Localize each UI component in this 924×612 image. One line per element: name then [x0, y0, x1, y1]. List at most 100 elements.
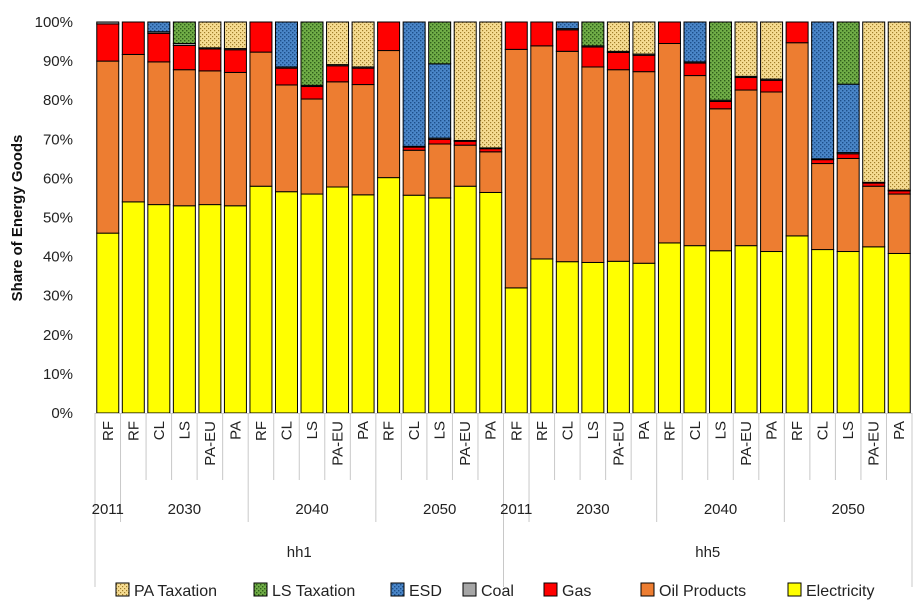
- legend-swatch: [115, 582, 130, 597]
- scenario-label: PA: [227, 421, 244, 440]
- scenario-label: CL: [559, 421, 576, 440]
- bar-segment-esd: [811, 21, 835, 160]
- bar-segment-electricity: [530, 258, 554, 414]
- bar-segment-electricity: [479, 191, 503, 414]
- y-tick-label: 80%: [43, 92, 73, 109]
- legend-swatch: [787, 582, 802, 597]
- scenario-label: LS: [840, 421, 857, 439]
- bar-segment-oil-products: [785, 42, 809, 237]
- scenario-label: RF: [508, 421, 525, 441]
- y-tick-label: 70%: [43, 131, 73, 148]
- scenario-label: LS: [304, 421, 321, 439]
- bar-segment-oil-products: [402, 149, 426, 196]
- scenario-label: PA: [636, 421, 653, 440]
- scenario-label: RF: [125, 421, 142, 441]
- year-label: 2030: [576, 501, 609, 518]
- bar-segment-oil-products: [606, 69, 630, 262]
- bar-segment-esd: [555, 21, 579, 30]
- bar-segment-esd: [836, 83, 860, 154]
- bar-segment-gas: [581, 46, 605, 68]
- scenario-label: CL: [406, 421, 423, 440]
- bar-segment-pa-taxation: [479, 21, 503, 149]
- scenario-label: RF: [534, 421, 551, 441]
- scenario-label: LS: [176, 421, 193, 439]
- bar-segment-electricity: [734, 245, 758, 414]
- bar-segment-oil-products: [530, 45, 554, 260]
- year-label: 2050: [423, 501, 456, 518]
- bar-segment-gas: [147, 32, 171, 63]
- bar-segment-gas: [121, 21, 145, 55]
- scenario-label: PA: [891, 421, 908, 440]
- bar-segment-pa-taxation: [760, 21, 784, 80]
- scenario-label: PA-EU: [457, 421, 474, 466]
- bar-segment-gas: [709, 100, 733, 110]
- bar-segment-electricity: [760, 251, 784, 414]
- year-label: 2011: [500, 501, 532, 518]
- bar-segment-oil-products: [683, 75, 707, 247]
- bar-segment-electricity: [96, 232, 120, 414]
- bar-segment-ls-taxation: [172, 21, 196, 45]
- bar-segment-gas: [249, 21, 273, 53]
- bar-segment-pa-taxation: [351, 21, 375, 68]
- scenario-label: LS: [432, 421, 449, 439]
- bar-segment-oil-products: [377, 50, 401, 179]
- bar-segment-electricity: [274, 191, 298, 414]
- bar-segment-oil-products: [632, 71, 656, 264]
- bar-segment-electricity: [657, 242, 681, 414]
- scenario-label: CL: [278, 421, 295, 440]
- scenario-label: PA-EU: [330, 421, 347, 466]
- bar-segment-coal: [96, 21, 120, 25]
- bar-segment-esd: [274, 21, 298, 68]
- y-tick-label: 50%: [43, 210, 73, 227]
- year-label: 2011: [92, 501, 124, 518]
- scenario-label: CL: [687, 421, 704, 440]
- year-label: 2030: [168, 501, 201, 518]
- bar-segment-electricity: [683, 245, 707, 414]
- bar-segment-pa-taxation: [453, 21, 477, 141]
- bar-segment-oil-products: [760, 91, 784, 253]
- bar-segment-electricity: [300, 193, 324, 414]
- legend-label: Coal: [481, 583, 514, 600]
- bar-segment-gas: [632, 54, 656, 73]
- year-label: 2040: [295, 501, 328, 518]
- bar-segment-electricity: [862, 246, 886, 414]
- bar-segment-electricity: [581, 261, 605, 414]
- bar-segment-electricity: [402, 194, 426, 414]
- bar-segment-oil-products: [581, 66, 605, 263]
- bar-segment-gas: [377, 21, 401, 52]
- bar-segment-oil-products: [836, 157, 860, 253]
- group-label: hh1: [287, 544, 312, 561]
- bar-segment-electricity: [326, 186, 350, 414]
- bar-segment-oil-products: [121, 53, 145, 203]
- scenario-label: RF: [100, 421, 117, 441]
- bar-segment-gas: [351, 67, 375, 86]
- bar-segment-electricity: [453, 185, 477, 414]
- bar-segment-gas: [453, 140, 477, 146]
- bar-segment-pa-taxation: [887, 21, 911, 191]
- year-label: 2050: [831, 501, 864, 518]
- legend-swatch: [462, 582, 477, 597]
- scenario-label: LS: [585, 421, 602, 439]
- scenario-label: PA: [355, 421, 372, 440]
- bar-segment-oil-products: [504, 48, 528, 289]
- y-tick-label: 60%: [43, 170, 73, 187]
- bar-segment-oil-products: [223, 71, 247, 207]
- bar-segment-pa-taxation: [326, 21, 350, 66]
- bar-segment-oil-products: [351, 84, 375, 196]
- bar-segment-ls-taxation: [581, 21, 605, 47]
- bar-segment-pa-taxation: [632, 21, 656, 55]
- bar-segment-gas: [326, 65, 350, 83]
- y-tick-label: 90%: [43, 53, 73, 70]
- bar-segment-oil-products: [96, 60, 120, 234]
- bar-segment-ls-taxation: [428, 21, 452, 65]
- scenario-label: RF: [661, 421, 678, 441]
- bar-segment-electricity: [811, 249, 835, 414]
- bars: [96, 21, 911, 414]
- scenario-label: RF: [253, 421, 270, 441]
- bar-segment-pa-taxation: [223, 21, 247, 50]
- scenario-label: PA-EU: [738, 421, 755, 466]
- legend-swatch: [390, 582, 405, 597]
- bar-segment-pa-taxation: [862, 21, 886, 183]
- bar-segment-gas: [223, 49, 247, 73]
- bar-segment-gas: [555, 29, 579, 52]
